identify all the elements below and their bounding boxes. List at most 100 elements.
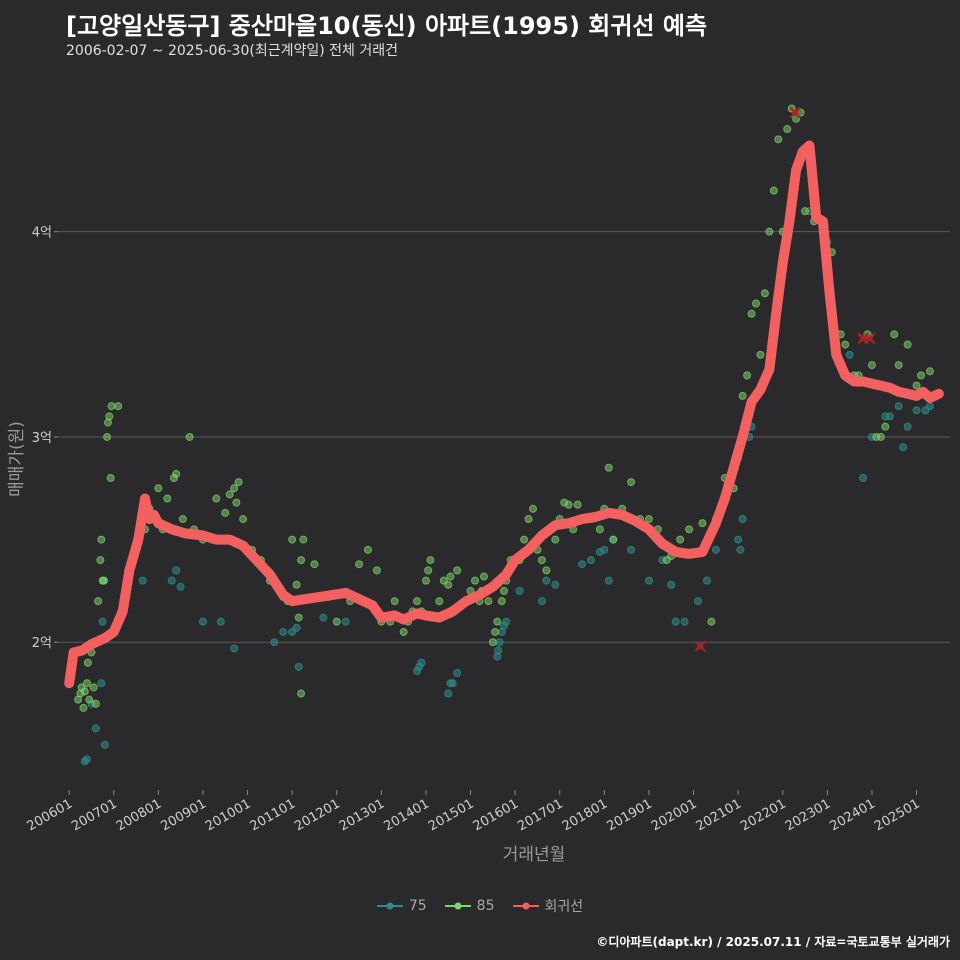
point-85: [876, 432, 885, 441]
chart-subtitle: 2006-02-07 ~ 2025-06-30(최근계약일) 전체 거래건: [66, 43, 398, 59]
point-85: [747, 309, 756, 318]
point-85: [178, 515, 187, 524]
outlier-point: [791, 109, 799, 117]
point-85: [444, 580, 453, 589]
point-85: [230, 484, 239, 493]
point-75: [859, 474, 868, 482]
legend: 75 85 회귀선: [0, 896, 960, 916]
point-75: [578, 560, 587, 569]
point-75: [537, 597, 546, 606]
x-axis-title: 거래년월: [503, 845, 566, 865]
point-75: [198, 617, 207, 626]
point-85: [105, 412, 114, 421]
point-85: [493, 617, 502, 626]
point-85: [867, 361, 876, 370]
point-85: [172, 469, 181, 478]
point-75: [600, 545, 609, 554]
point-85: [841, 340, 850, 349]
point-75: [279, 627, 288, 636]
point-85: [297, 689, 306, 698]
point-75: [292, 623, 301, 632]
point-75: [702, 576, 711, 585]
point-85: [399, 627, 408, 636]
point-75: [736, 545, 745, 554]
point-85: [497, 597, 506, 606]
legend-label-75: 75: [408, 898, 427, 914]
x-tick-label: 201601: [471, 796, 521, 834]
x-tick-label: 201201: [292, 796, 342, 834]
x-tick-label: 200801: [114, 796, 164, 834]
point-85: [751, 299, 760, 308]
point-85: [524, 515, 533, 524]
point-85: [760, 289, 769, 298]
point-75: [734, 535, 743, 544]
point-85: [91, 699, 100, 708]
point-75: [711, 545, 720, 554]
x-tick-label: 201001: [203, 796, 253, 834]
point-75: [515, 586, 524, 595]
point-85: [537, 556, 546, 565]
point-85: [551, 535, 560, 544]
point-85: [881, 422, 890, 431]
legend-item-85[interactable]: 85: [444, 896, 495, 916]
legend-item-75[interactable]: 75: [376, 896, 427, 916]
point-85: [500, 586, 508, 595]
point-85: [595, 525, 604, 534]
y-axis-title: 매매가(원): [7, 421, 27, 497]
point-75: [680, 617, 689, 626]
point-85: [446, 572, 455, 581]
point-85: [106, 474, 115, 482]
point-75: [97, 679, 106, 688]
point-85: [355, 560, 364, 569]
point-85: [479, 572, 488, 581]
point-85: [83, 658, 92, 667]
legend-label-regression: 회귀선: [544, 899, 584, 915]
x-tick-label: 201701: [515, 796, 565, 834]
point-85: [163, 494, 172, 503]
point-85: [627, 478, 636, 487]
point-75: [925, 402, 934, 411]
point-85: [573, 500, 582, 509]
point-75: [319, 613, 328, 622]
point-85: [103, 432, 112, 441]
point-85: [107, 402, 116, 411]
point-85: [542, 566, 551, 575]
point-85: [698, 519, 707, 528]
point-85: [738, 391, 747, 400]
source-credit: ©디아파트(dapt.kr) / 2025.07.11 / 자료=국토교통부 실…: [596, 935, 950, 949]
y-tick-label: 2억: [32, 636, 52, 651]
point-85: [89, 683, 98, 692]
point-85: [903, 340, 912, 349]
point-85: [801, 207, 810, 216]
x-tick-label: 201401: [381, 796, 431, 834]
point-85: [413, 597, 422, 606]
legend-label-85: 85: [476, 898, 495, 914]
point-75: [448, 679, 457, 688]
point-75: [341, 617, 350, 626]
point-75: [899, 443, 908, 452]
y-tick-label: 3억: [32, 431, 52, 446]
y-tick-label: 4억: [32, 226, 52, 241]
point-85: [925, 367, 934, 376]
point-85: [99, 576, 108, 585]
point-85: [310, 560, 319, 569]
point-85: [917, 371, 926, 380]
point-75: [644, 576, 653, 585]
point-85: [232, 498, 241, 507]
legend-item-regression[interactable]: 회귀선: [512, 896, 584, 916]
x-tick-label: 202301: [783, 796, 833, 834]
point-85: [685, 525, 694, 534]
point-85: [604, 463, 613, 472]
point-85: [294, 613, 303, 622]
point-85: [743, 371, 752, 380]
point-85: [82, 679, 91, 688]
point-85: [421, 576, 430, 585]
point-75: [551, 580, 560, 589]
point-85: [520, 535, 529, 544]
point-75: [98, 617, 107, 626]
x-tick-label: 202101: [694, 796, 744, 834]
point-75: [138, 576, 147, 585]
point-85: [288, 535, 297, 544]
point-85: [85, 695, 94, 704]
